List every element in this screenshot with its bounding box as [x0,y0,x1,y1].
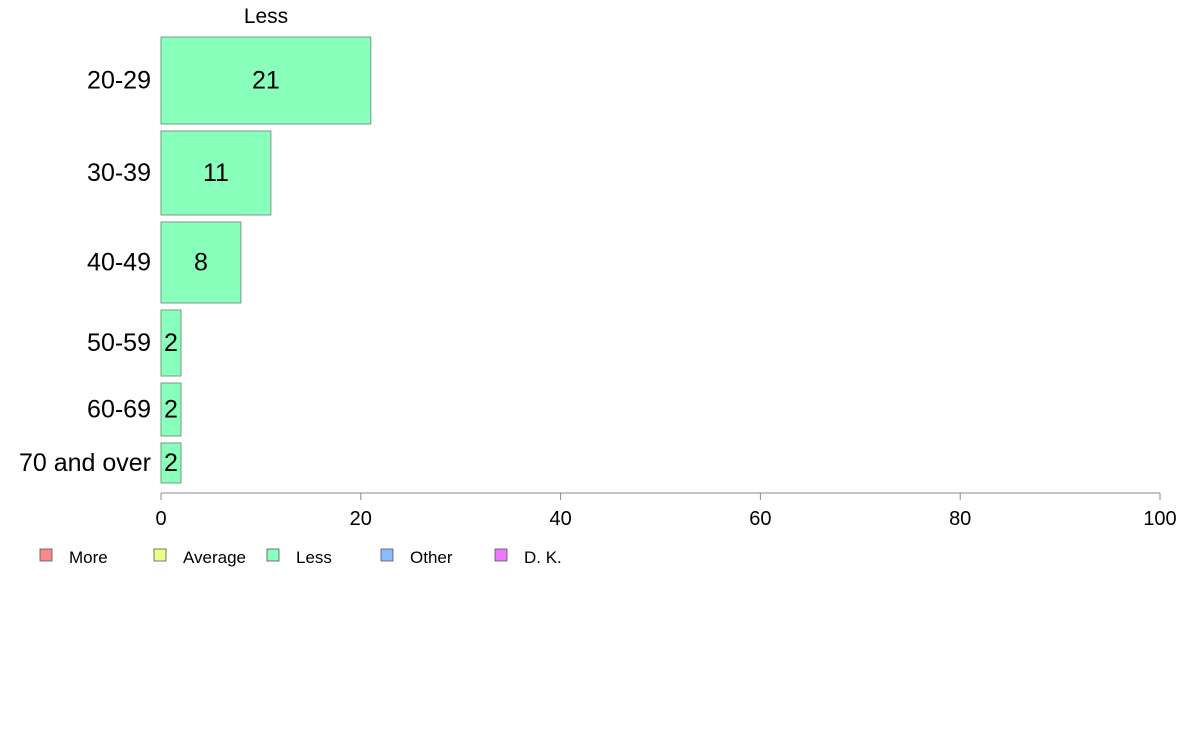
x-tick-label: 20 [350,508,372,530]
x-tick-label: 80 [949,508,971,530]
x-axis: 0 20 40 60 80 100 [155,492,1177,530]
bar [160,130,272,216]
category-label: 70 and over [19,449,151,477]
value-label: 2 [164,396,178,424]
x-tick-label: 100 [1143,508,1176,530]
category-label: 30-39 [87,159,151,187]
legend-label: Average [183,548,246,567]
legend-swatch [380,548,394,562]
value-label: 11 [203,159,229,187]
legend: More Average Less Other D. K. [39,548,562,567]
x-tick-label: 60 [749,508,771,530]
series-title: Less [244,5,288,28]
bar [160,442,182,484]
x-tick-label: 40 [549,508,571,530]
legend-swatch [39,548,53,562]
legend-label: Less [296,548,332,567]
value-label: 2 [164,329,178,357]
legend-swatch [153,548,167,562]
x-tick-label: 0 [155,508,166,530]
legend-swatch [494,548,508,562]
legend-label: Other [410,548,453,567]
bars-group: 20-29 21 30-39 11 40-49 8 50-59 2 60-69 2 70 and o… [19,36,372,484]
category-label: 40-49 [87,249,151,277]
value-label: 2 [164,449,178,477]
bar [160,36,372,125]
legend-label: More [69,548,108,567]
legend-swatch [266,548,280,562]
value-label: 21 [252,67,280,95]
bar [160,221,242,304]
bar [160,309,182,377]
category-label: 60-69 [87,396,151,424]
legend-label: D. K. [524,548,562,567]
category-label: 50-59 [87,329,151,357]
category-label: 20-29 [87,67,151,95]
bar [160,382,182,437]
value-label: 8 [194,249,208,277]
